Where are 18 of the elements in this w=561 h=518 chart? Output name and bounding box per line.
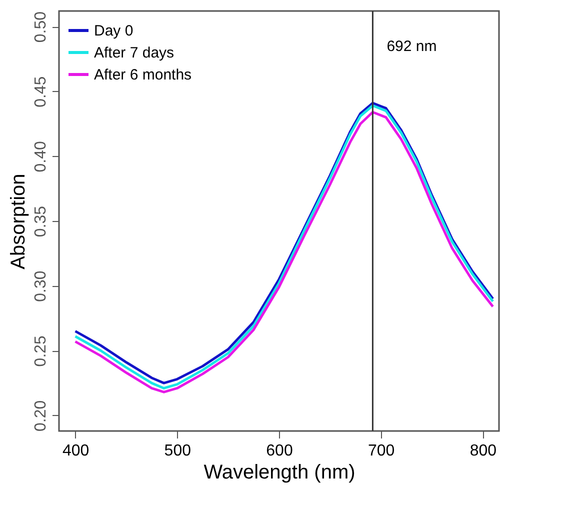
y-tick-label: 0.30 — [32, 270, 50, 302]
x-tick-label: 600 — [266, 442, 293, 460]
x-tick-label: 400 — [62, 442, 90, 460]
y-tick-label: 0.25 — [32, 335, 50, 367]
legend-label: After 6 months — [94, 66, 192, 84]
y-tick-label: 0.45 — [32, 76, 50, 108]
y-axis-title: Absorption — [8, 174, 30, 270]
x-tick-label: 700 — [368, 442, 395, 460]
x-tick-label: 500 — [164, 442, 192, 460]
y-tick-label: 0.50 — [32, 11, 50, 43]
y-tick-label: 0.20 — [32, 400, 50, 432]
legend-label: After 7 days — [94, 44, 174, 62]
x-tick-label: 800 — [470, 442, 497, 460]
x-axis-title: Wavelength (nm) — [204, 462, 356, 484]
y-tick-label: 0.35 — [32, 206, 50, 238]
ref-line-label: 692 nm — [386, 38, 437, 55]
y-tick-label: 0.40 — [32, 141, 50, 172]
legend-label: Day 0 — [94, 22, 134, 40]
